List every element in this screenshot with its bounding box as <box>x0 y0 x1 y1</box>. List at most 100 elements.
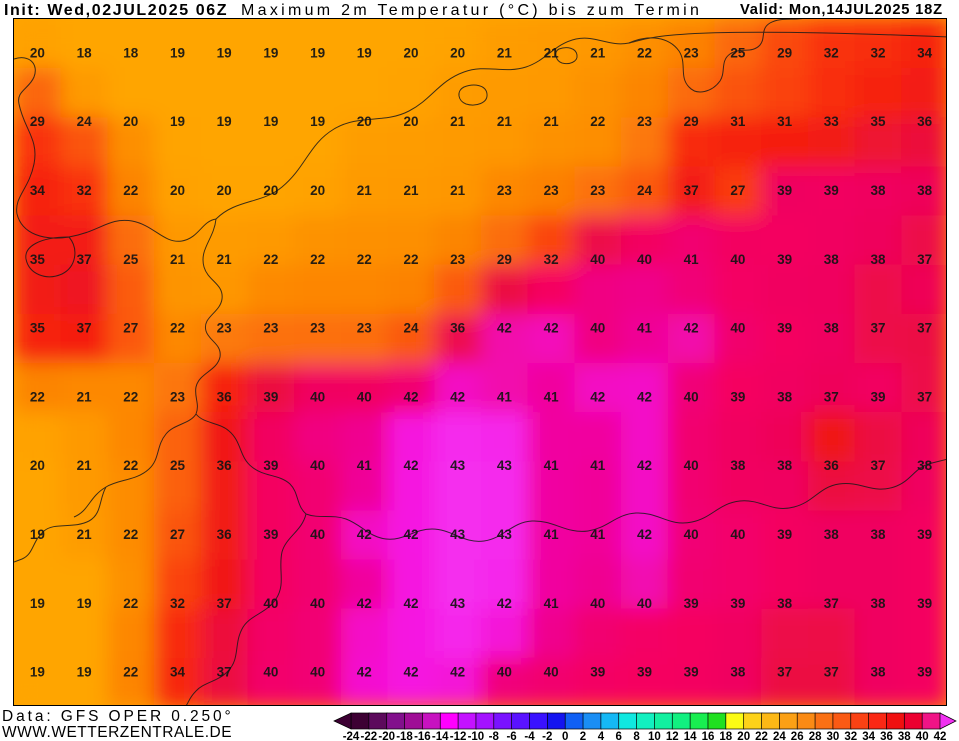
svg-text:-4: -4 <box>524 731 535 741</box>
svg-text:35: 35 <box>870 114 886 129</box>
svg-text:42: 42 <box>637 527 652 542</box>
svg-text:43: 43 <box>497 458 513 473</box>
svg-text:39: 39 <box>263 389 278 404</box>
svg-text:21: 21 <box>170 252 186 267</box>
svg-text:38: 38 <box>777 389 793 404</box>
svg-text:38: 38 <box>917 458 933 473</box>
svg-text:36: 36 <box>217 458 233 473</box>
svg-text:40: 40 <box>684 527 699 542</box>
svg-text:21: 21 <box>497 114 513 129</box>
svg-text:20: 20 <box>30 458 45 473</box>
svg-text:42: 42 <box>684 321 699 336</box>
svg-text:32: 32 <box>870 45 885 60</box>
svg-text:34: 34 <box>30 183 46 198</box>
svg-text:40: 40 <box>637 596 652 611</box>
svg-text:42: 42 <box>403 527 418 542</box>
svg-text:40: 40 <box>544 665 559 680</box>
svg-text:20: 20 <box>310 183 325 198</box>
svg-text:41: 41 <box>544 389 560 404</box>
svg-text:25: 25 <box>123 252 139 267</box>
svg-text:39: 39 <box>917 596 932 611</box>
svg-text:40: 40 <box>730 252 745 267</box>
svg-text:20: 20 <box>403 45 418 60</box>
svg-text:40: 40 <box>310 596 325 611</box>
svg-text:37: 37 <box>824 389 839 404</box>
svg-text:34: 34 <box>170 665 186 680</box>
svg-text:40: 40 <box>916 731 929 741</box>
svg-text:41: 41 <box>544 596 560 611</box>
svg-text:34: 34 <box>862 731 875 741</box>
svg-text:31: 31 <box>730 114 746 129</box>
svg-text:41: 41 <box>590 458 606 473</box>
svg-text:21: 21 <box>450 183 466 198</box>
svg-text:22: 22 <box>123 527 138 542</box>
svg-text:37: 37 <box>870 458 885 473</box>
svg-text:42: 42 <box>357 665 372 680</box>
svg-text:38: 38 <box>870 596 886 611</box>
svg-text:42: 42 <box>403 596 418 611</box>
svg-text:38: 38 <box>777 596 793 611</box>
svg-text:22: 22 <box>637 45 652 60</box>
svg-text:6: 6 <box>615 731 621 741</box>
svg-text:42: 42 <box>934 731 947 741</box>
svg-text:22: 22 <box>123 596 138 611</box>
svg-text:22: 22 <box>755 731 768 741</box>
svg-text:24: 24 <box>637 183 653 198</box>
svg-text:23: 23 <box>217 321 233 336</box>
svg-text:42: 42 <box>450 389 465 404</box>
svg-text:38: 38 <box>824 252 840 267</box>
svg-text:38: 38 <box>777 458 793 473</box>
svg-text:24: 24 <box>773 731 786 741</box>
svg-text:40: 40 <box>497 665 512 680</box>
svg-text:32: 32 <box>544 252 559 267</box>
svg-text:38: 38 <box>870 183 886 198</box>
svg-text:39: 39 <box>263 458 278 473</box>
svg-text:40: 40 <box>357 389 372 404</box>
svg-text:42: 42 <box>590 389 605 404</box>
svg-text:41: 41 <box>544 458 560 473</box>
svg-text:22: 22 <box>123 665 138 680</box>
svg-text:-22: -22 <box>360 731 377 741</box>
svg-text:37: 37 <box>777 665 792 680</box>
svg-text:35: 35 <box>30 252 46 267</box>
svg-text:23: 23 <box>684 45 700 60</box>
svg-text:40: 40 <box>590 252 605 267</box>
svg-text:29: 29 <box>497 252 512 267</box>
svg-text:37: 37 <box>77 252 92 267</box>
svg-text:29: 29 <box>30 114 45 129</box>
svg-text:22: 22 <box>403 252 418 267</box>
svg-text:42: 42 <box>637 389 652 404</box>
svg-text:41: 41 <box>497 389 513 404</box>
svg-text:37: 37 <box>824 596 839 611</box>
svg-text:22: 22 <box>123 458 138 473</box>
svg-text:-18: -18 <box>396 731 413 741</box>
svg-text:20: 20 <box>170 183 185 198</box>
svg-text:38: 38 <box>870 527 886 542</box>
svg-text:16: 16 <box>702 731 715 741</box>
svg-text:21: 21 <box>217 252 233 267</box>
svg-text:19: 19 <box>263 114 278 129</box>
svg-text:40: 40 <box>637 252 652 267</box>
svg-text:39: 39 <box>777 252 792 267</box>
svg-text:-12: -12 <box>450 731 467 741</box>
svg-text:21: 21 <box>544 114 560 129</box>
svg-text:19: 19 <box>170 45 185 60</box>
svg-text:36: 36 <box>917 114 933 129</box>
svg-text:42: 42 <box>497 596 512 611</box>
svg-text:35: 35 <box>30 321 46 336</box>
svg-text:23: 23 <box>357 321 373 336</box>
svg-text:41: 41 <box>544 527 560 542</box>
svg-text:40: 40 <box>310 389 325 404</box>
svg-text:-24: -24 <box>343 731 360 741</box>
svg-text:12: 12 <box>666 731 679 741</box>
svg-text:21: 21 <box>357 183 373 198</box>
svg-text:-2: -2 <box>542 731 552 741</box>
svg-text:38: 38 <box>824 527 840 542</box>
svg-text:19: 19 <box>30 527 45 542</box>
svg-text:36: 36 <box>880 731 893 741</box>
svg-text:39: 39 <box>590 665 605 680</box>
svg-text:21: 21 <box>77 527 93 542</box>
svg-text:36: 36 <box>217 527 233 542</box>
svg-text:19: 19 <box>310 45 325 60</box>
svg-text:37: 37 <box>217 665 232 680</box>
